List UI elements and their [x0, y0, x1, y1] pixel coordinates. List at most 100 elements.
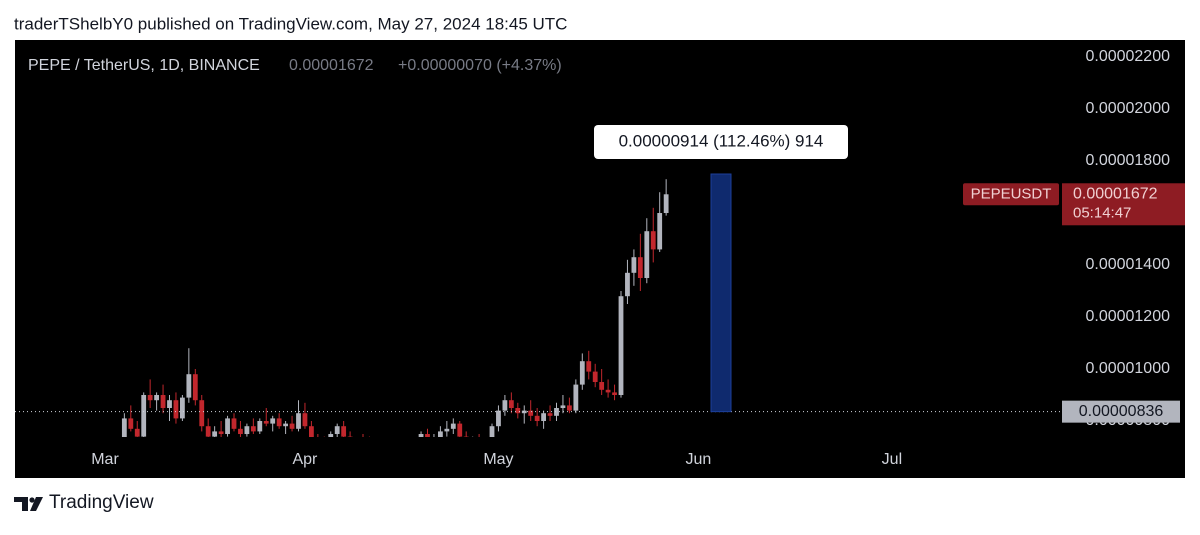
x-tick-label: May	[483, 451, 513, 468]
candle-body	[457, 423, 463, 437]
candle-body	[463, 436, 469, 437]
candle-body	[489, 426, 495, 437]
candle-body	[250, 426, 256, 432]
countdown-label: 05:14:47	[1073, 204, 1131, 221]
candle-body	[205, 426, 211, 437]
candle-body	[328, 434, 334, 437]
candle-body	[218, 431, 224, 435]
candle-body	[438, 431, 443, 437]
candle-body	[121, 418, 127, 437]
candle-body	[612, 392, 617, 396]
symbol-info: PEPE / TetherUS, 1D, BINANCE	[28, 57, 260, 74]
x-tick-label: Mar	[91, 451, 119, 468]
candle-body	[309, 426, 314, 437]
y-tick-label: 0.00001200	[1085, 308, 1170, 325]
candle-body	[644, 231, 650, 279]
candle-body	[347, 436, 353, 437]
candle-body	[212, 431, 218, 437]
candle-body	[186, 374, 192, 398]
candle-body	[521, 410, 527, 414]
candle-body	[244, 426, 250, 435]
candle-body	[225, 418, 230, 435]
candle-body	[173, 400, 179, 419]
candle-body	[289, 423, 295, 429]
candle-body	[425, 434, 430, 437]
candle-body	[147, 395, 153, 401]
candle-body	[528, 410, 534, 416]
y-tick-label: 0.00002200	[1085, 48, 1170, 65]
candle-body	[192, 374, 198, 401]
candle-body	[134, 428, 140, 437]
measure-label: 0.00000914 (112.46%) 914	[619, 131, 824, 150]
candle-body	[592, 371, 598, 383]
candle-body	[341, 426, 347, 437]
candle-body	[541, 413, 546, 422]
candle-body	[554, 408, 559, 416]
candle-body	[334, 426, 340, 435]
candle-body	[450, 423, 456, 429]
candle-body	[444, 428, 450, 432]
publisher-line: traderTShelbY0 published on TradingView.…	[14, 14, 567, 33]
price-axis: 0.000008000.000010000.000012000.00001400…	[1062, 48, 1185, 429]
y-tick-label: 0.00001000	[1085, 360, 1170, 377]
candle-body	[579, 361, 585, 385]
candle-body	[631, 257, 637, 273]
reference-price-box	[1062, 400, 1180, 423]
candle-body	[515, 408, 521, 414]
candle-body	[128, 418, 134, 429]
candle-body	[180, 397, 185, 419]
candle-body	[496, 410, 501, 427]
candle-body	[663, 194, 669, 214]
candle-body	[650, 231, 656, 250]
brand-logo	[14, 497, 43, 511]
candle-body	[154, 395, 159, 401]
x-tick-label: Apr	[292, 451, 318, 468]
candle-body	[534, 415, 540, 422]
candle-body	[238, 428, 243, 435]
y-tick-label: 0.00001400	[1085, 256, 1170, 273]
last-price-box	[1062, 183, 1185, 226]
candle-body	[605, 389, 611, 393]
candle-body	[573, 384, 579, 411]
candle-body	[283, 423, 288, 427]
candle-body	[141, 395, 147, 437]
x-tick-label: Jun	[686, 451, 712, 468]
candle-body	[263, 421, 269, 424]
candle-body	[560, 405, 566, 409]
candle-body	[502, 400, 508, 411]
candle-body	[167, 400, 172, 409]
candle-body	[296, 413, 301, 429]
x-tick-label: Jul	[882, 451, 902, 468]
candle-body	[302, 413, 308, 427]
measure-label-box	[594, 125, 848, 160]
candle-body	[625, 272, 630, 297]
symbol-box	[963, 183, 1059, 206]
y-tick-label: 0.00002000	[1085, 100, 1170, 117]
candle-body	[231, 418, 237, 429]
candle-body	[160, 395, 166, 409]
candle-body	[637, 257, 643, 279]
candle-body	[199, 400, 205, 427]
candle-body	[270, 418, 276, 424]
legend-change: +0.00000070 (+4.37%)	[398, 57, 562, 74]
brand-name: TradingView	[49, 492, 154, 513]
reference-price-label: 0.00000836	[1079, 403, 1164, 420]
candle-body	[567, 405, 572, 411]
last-price-label: 0.00001672	[1073, 186, 1158, 203]
candle-body	[586, 361, 592, 372]
candle-body	[657, 213, 663, 250]
candle-body	[508, 400, 514, 409]
measure-range	[710, 173, 732, 413]
candle-body	[257, 421, 263, 432]
candle-body	[418, 434, 424, 437]
candle-body	[618, 296, 624, 396]
candle-body	[599, 382, 605, 390]
chart-background	[15, 40, 1185, 478]
candle-body	[547, 413, 553, 416]
y-tick-label: 0.00001800	[1085, 152, 1170, 169]
price-pane	[15, 173, 1060, 437]
symbol-label: PEPEUSDT	[971, 185, 1052, 202]
candle-body	[276, 418, 282, 427]
